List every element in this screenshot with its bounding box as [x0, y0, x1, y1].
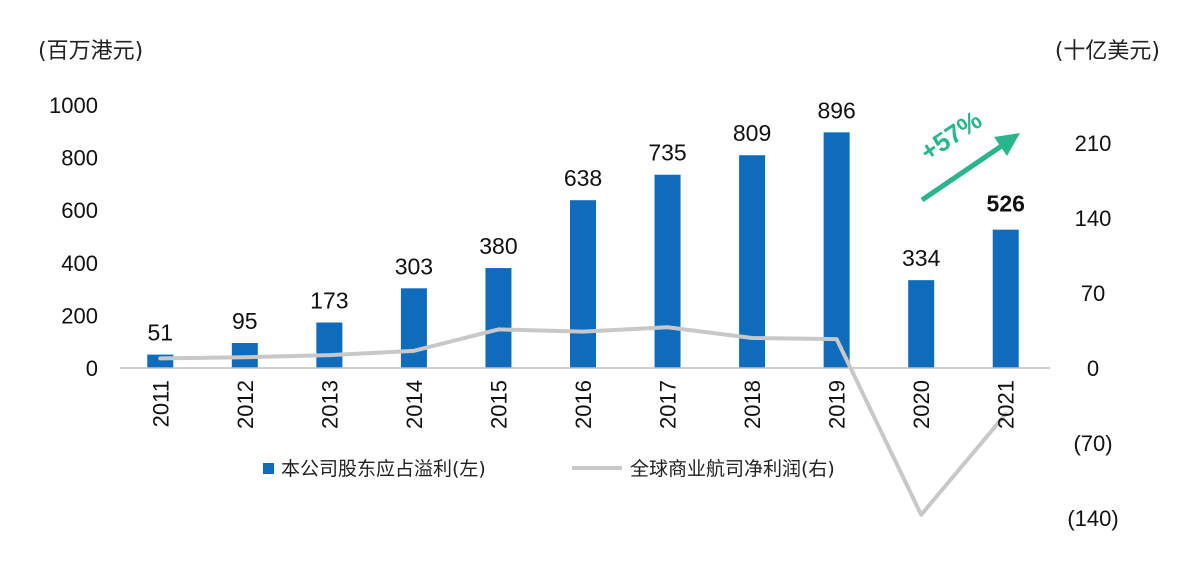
- x-tick-2017: 2017: [656, 380, 681, 429]
- left-tick-800: 800: [61, 146, 98, 171]
- x-tick-2015: 2015: [486, 380, 511, 429]
- bar-2013: [316, 322, 343, 368]
- right-tick-70: 70: [1081, 281, 1105, 306]
- bar-2018: [739, 155, 766, 368]
- line-series: [158, 325, 1008, 517]
- x-tick-2012: 2012: [233, 380, 258, 429]
- x-tick-2020: 2020: [909, 380, 934, 429]
- legend: 本公司股东应占溢利(左) 全球商业航司净利润(右): [263, 458, 835, 480]
- bar-label-2012: 95: [232, 308, 258, 334]
- left-tick-1000: 1000: [49, 93, 98, 118]
- growth-annotation: +57%: [915, 105, 1020, 203]
- bar-2019: [823, 132, 850, 368]
- x-tick-2014: 2014: [402, 380, 427, 429]
- right-tick-0: 0: [1087, 356, 1099, 381]
- bar-2017: [654, 174, 681, 368]
- bar-data-labels: 51 95 173 303 380 638 735 809 896 334 526: [147, 97, 1024, 345]
- bar-2021: [992, 229, 1019, 368]
- bar-label-2019: 896: [817, 97, 855, 123]
- right-tick-140: 140: [1075, 206, 1112, 231]
- left-tick-600: 600: [61, 198, 98, 223]
- left-axis-ticks: 0 200 400 600 800 1000: [49, 93, 98, 381]
- bar-label-2013: 173: [310, 288, 348, 314]
- right-axis-ticks: 210 140 70 0 (70) (140): [1067, 131, 1118, 531]
- x-tick-2016: 2016: [571, 380, 596, 429]
- bar-label-2015: 380: [479, 233, 517, 259]
- left-axis-unit: (百万港元): [38, 39, 143, 64]
- x-tick-2011: 2011: [148, 380, 173, 427]
- bar-series: [147, 132, 1019, 368]
- bar-2015: [485, 268, 512, 368]
- right-tick-70: (70): [1073, 431, 1112, 456]
- left-tick-400: 400: [61, 251, 98, 276]
- right-tick-210: 210: [1075, 131, 1112, 156]
- growth-arrow: [920, 142, 1005, 203]
- left-tick-200: 200: [61, 303, 98, 328]
- growth-label: +57%: [915, 105, 988, 167]
- legend-line-label: 全球商业航司净利润(右): [630, 458, 835, 480]
- legend-bar-label: 本公司股东应占溢利(左): [281, 458, 486, 480]
- x-axis-ticks: 2011 2012 2013 2014 2015 2016 2017 2018 2019 2020…: [148, 380, 1018, 429]
- x-tick-2021: 2021: [994, 380, 1019, 429]
- bar-label-2020: 334: [902, 245, 941, 271]
- bar-label-2018: 809: [733, 120, 771, 146]
- bar-2016: [570, 200, 596, 368]
- bar-label-2016: 638: [564, 165, 602, 191]
- left-tick-0: 0: [86, 356, 98, 381]
- growth-arrowhead: [994, 133, 1020, 156]
- bar-label-2014: 303: [395, 253, 433, 279]
- bar-2014: [400, 288, 427, 368]
- x-tick-2018: 2018: [740, 380, 765, 429]
- bar-label-2011: 51: [147, 320, 173, 346]
- bar-label-2021: 526: [987, 191, 1025, 217]
- right-tick-140: (140): [1067, 506, 1118, 531]
- bar-label-2017: 735: [648, 140, 686, 166]
- bar-2020: [908, 280, 935, 368]
- legend-bar-swatch: [263, 463, 274, 474]
- x-tick-2013: 2013: [317, 380, 342, 429]
- right-axis-unit: (十亿美元): [1055, 39, 1160, 64]
- x-tick-2019: 2019: [825, 380, 850, 429]
